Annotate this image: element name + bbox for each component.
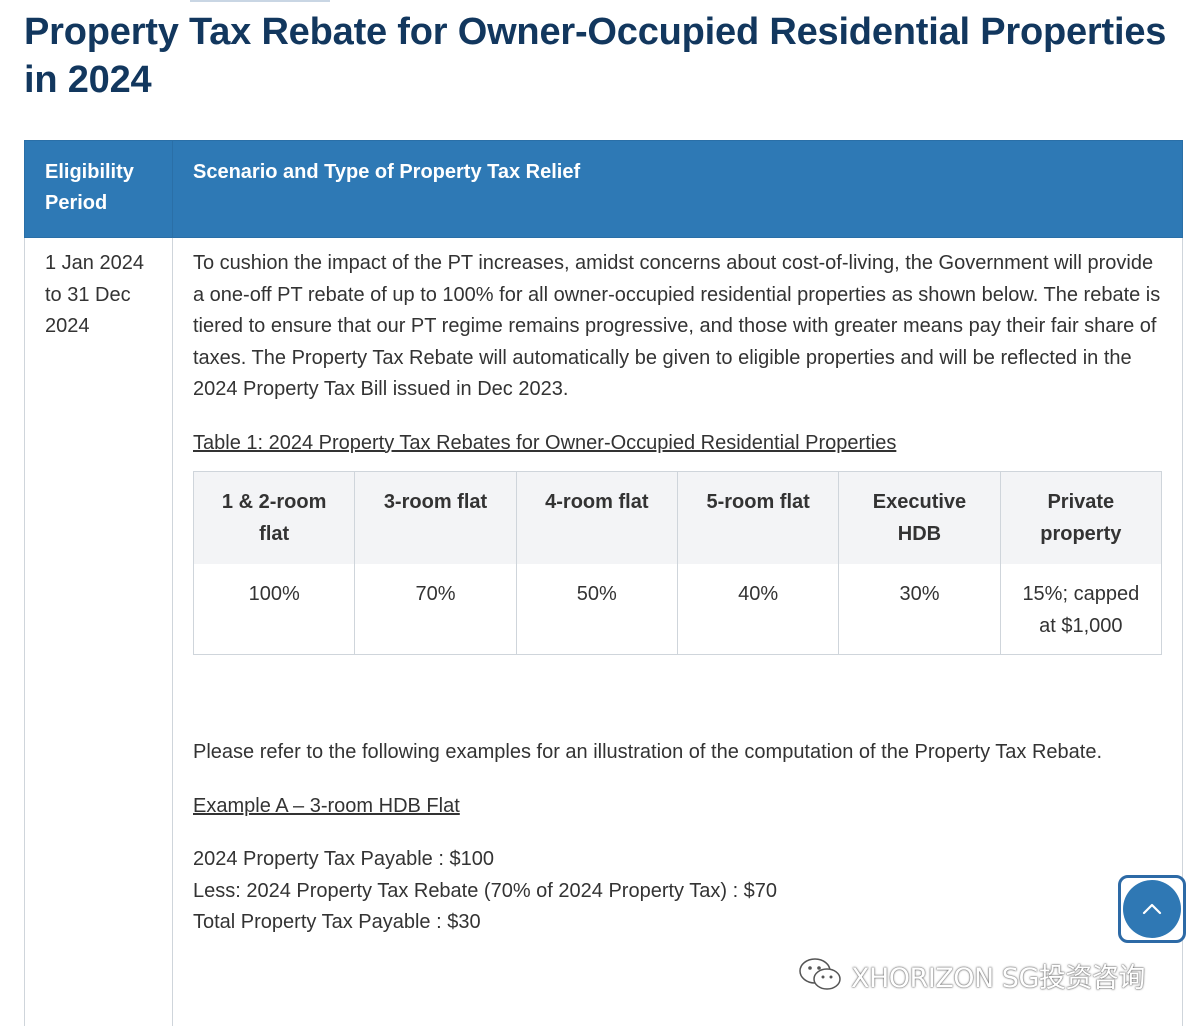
rebate-header-5-room: 5-room flat <box>676 471 839 564</box>
page-title: Property Tax Rebate for Owner-Occupied R… <box>24 11 1167 101</box>
watermark-text: XHORIZON SG投资咨询 <box>851 962 1145 994</box>
example-line: 2024 Property Tax Payable : $100 <box>193 848 494 870</box>
rebate-value-5-room: 40% <box>676 564 839 655</box>
relief-table-header-row: Eligibility Period Scenario and Type of … <box>24 140 1183 238</box>
header-scenario: Scenario and Type of Property Tax Relief <box>172 140 1183 238</box>
relief-table-row: 1 Jan 2024 to 31 Dec 2024 To cushion the… <box>24 237 1183 1026</box>
eligibility-period-text: 1 Jan 2024 to 31 Dec 2024 <box>45 252 144 337</box>
rebate-header-4-room: 4-room flat <box>515 471 678 564</box>
examples-intro: Please refer to the following examples f… <box>193 741 1103 763</box>
scenario-cell: To cushion the impact of the PT increase… <box>172 237 1183 1026</box>
rebate-header-executive-hdb: Executive HDB <box>838 471 1001 564</box>
example-a-lines: 2024 Property Tax Payable : $100 Less: 2… <box>193 844 1162 939</box>
chevron-up-icon <box>1142 903 1162 915</box>
rebate-value-4-room: 50% <box>515 564 678 655</box>
rebate-value-executive-hdb: 30% <box>838 564 1001 655</box>
rebate-table-header-row: 1 & 2-room flat 3-room flat 4-room flat … <box>193 471 1162 564</box>
example-line: Total Property Tax Payable : $30 <box>193 911 481 933</box>
wechat-icon <box>799 958 841 990</box>
intro-paragraph: To cushion the impact of the PT increase… <box>193 252 1161 400</box>
rebate-value-private-property: 15%; capped at $1,000 <box>999 564 1162 655</box>
header-eligibility-period: Eligibility Period <box>24 140 173 238</box>
top-divider <box>190 0 330 2</box>
rebate-header-private-property: Private property <box>999 471 1162 564</box>
example-line: Less: 2024 Property Tax Rebate (70% of 2… <box>193 879 778 902</box>
rebate-table-caption: Table 1: 2024 Property Tax Rebates for O… <box>193 431 897 454</box>
eligibility-period-cell: 1 Jan 2024 to 31 Dec 2024 <box>24 237 173 1026</box>
watermark: XHORIZON SG投资咨询 <box>797 955 1145 995</box>
rebate-table: 1 & 2-room flat 3-room flat 4-room flat … <box>193 471 1162 655</box>
back-to-top-circle <box>1123 880 1181 938</box>
back-to-top-button[interactable] <box>1118 875 1186 943</box>
example-a-title: Example A – 3-room HDB Flat <box>193 794 460 817</box>
rebate-header-3-room: 3-room flat <box>354 471 517 564</box>
rebate-value-1-2-room: 100% <box>248 583 300 605</box>
rebate-header-1-2-room: 1 & 2-room flat <box>193 471 355 564</box>
relief-table: Eligibility Period Scenario and Type of … <box>24 140 1183 1026</box>
rebate-table-value-row: 100% 70% 50% 40% 30% 15%; capped at $1,0… <box>194 564 1162 655</box>
rebate-value-3-room: 70% <box>354 564 517 655</box>
